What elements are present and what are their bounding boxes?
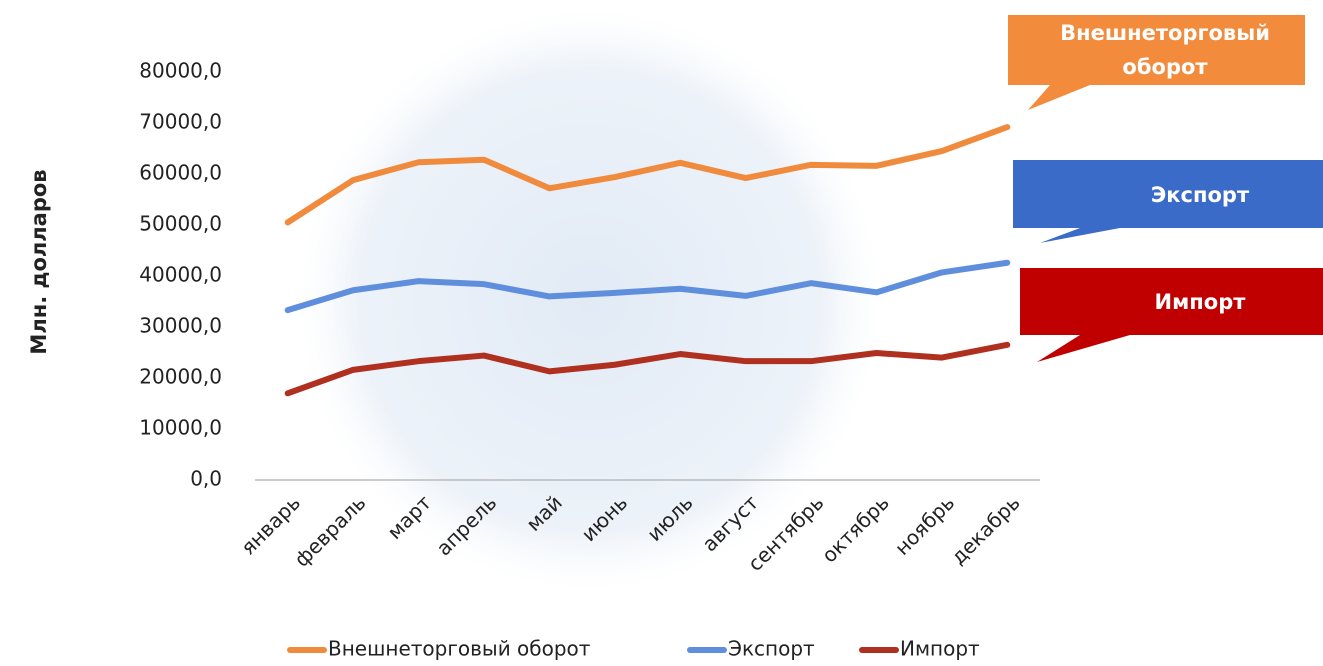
legend-label: Экспорт <box>728 637 815 661</box>
y-tick-label: 50000,0 <box>139 212 222 236</box>
callout-label: Импорт <box>1154 290 1246 314</box>
y-tick-label: 80000,0 <box>139 59 222 83</box>
y-tick-label: 30000,0 <box>139 314 222 338</box>
legend-label: Импорт <box>900 637 980 661</box>
series-line <box>284 124 1011 226</box>
y-tick-label: 40000,0 <box>139 263 222 287</box>
series-line <box>284 341 1011 397</box>
callout-shape <box>1020 268 1323 362</box>
y-tick-label: 10000,0 <box>139 416 222 440</box>
series-line <box>284 259 1011 314</box>
legend-label: Внешнеторговый оборот <box>328 637 591 661</box>
callout-shape <box>1008 15 1305 110</box>
callout-shape <box>1013 160 1323 243</box>
callout-label: Внешнеторговый оборот <box>1060 21 1270 79</box>
y-tick-label: 70000,0 <box>139 110 222 134</box>
x-tick-label: октябрь <box>817 490 894 567</box>
y-tick-label: 0,0 <box>190 467 222 491</box>
y-tick-label: 60000,0 <box>139 161 222 185</box>
y-axis-label: Млн. долларов <box>27 169 51 354</box>
x-tick-label: декабрь <box>946 490 1025 569</box>
background-globe <box>300 10 880 590</box>
y-tick-label: 20000,0 <box>139 365 222 389</box>
x-tick-label: февраль <box>289 490 370 571</box>
callout-label: Экспорт <box>1150 183 1250 207</box>
